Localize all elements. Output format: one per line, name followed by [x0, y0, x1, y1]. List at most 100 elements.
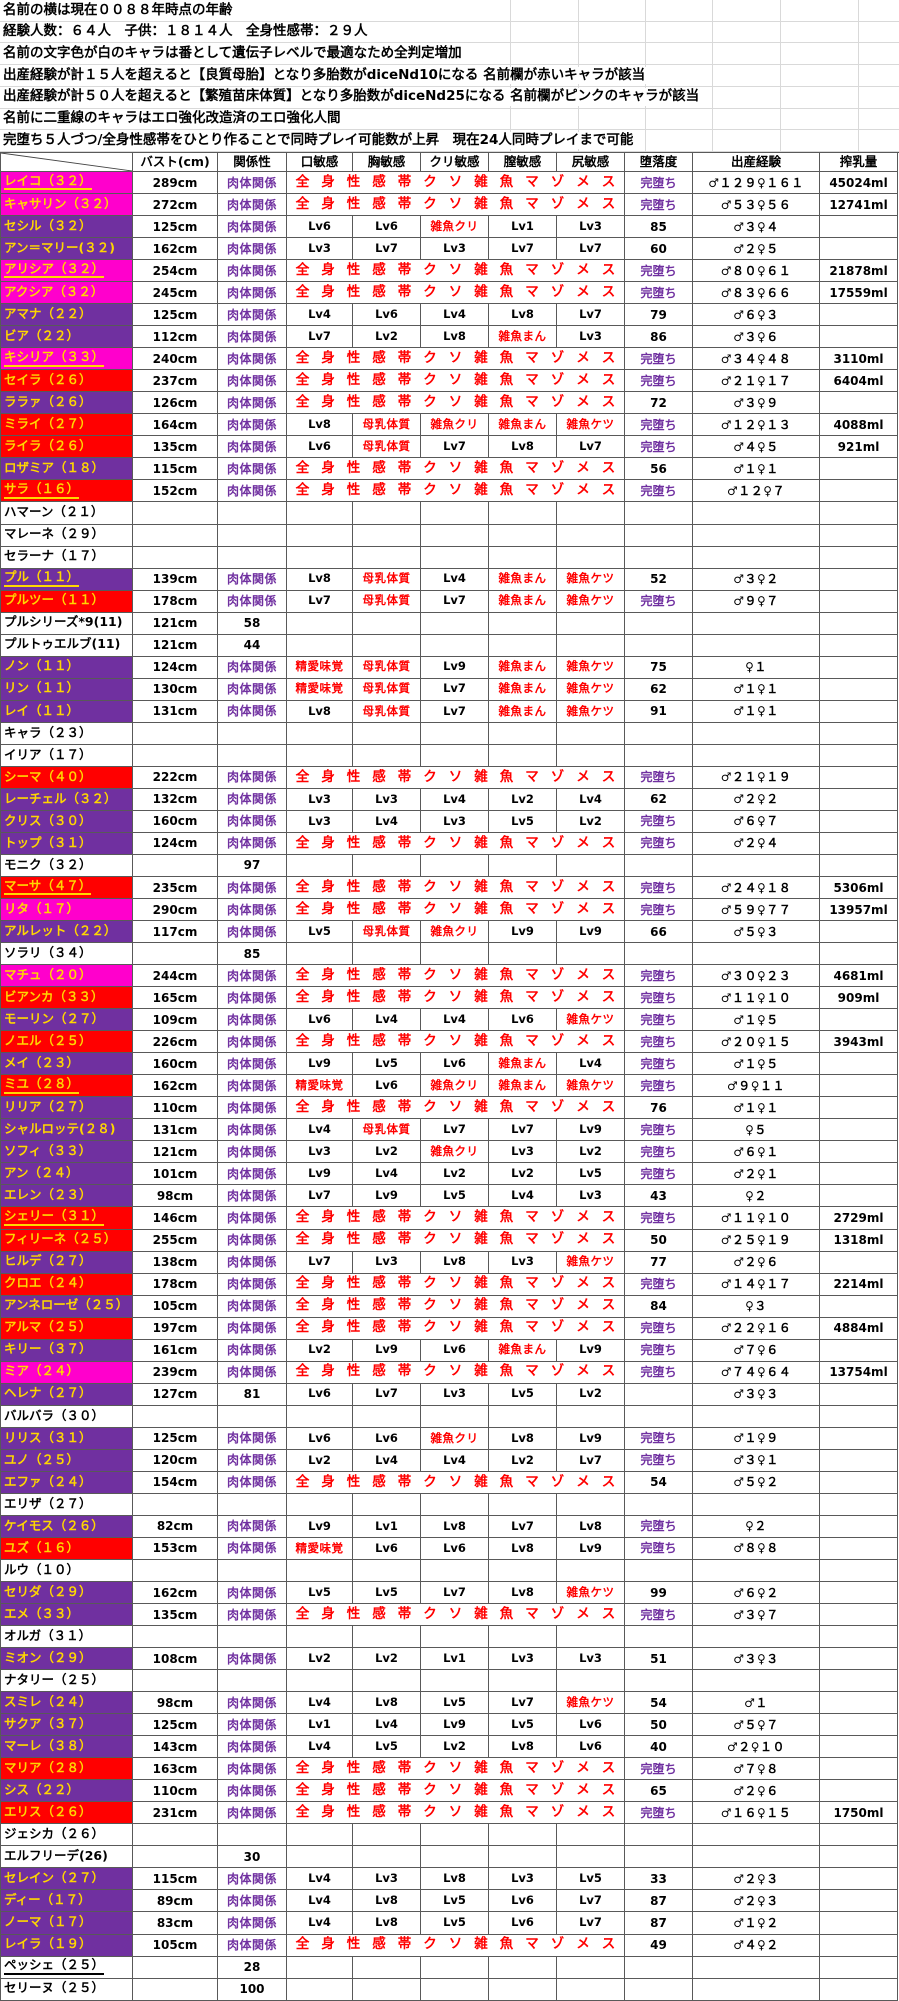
name-cell[interactable]: リリス（３１）: [1, 1427, 133, 1450]
relation-cell[interactable]: 肉体関係: [218, 1075, 287, 1098]
milk-cell[interactable]: 4681ml: [820, 965, 898, 988]
fall-cell[interactable]: [625, 612, 693, 635]
milk-cell[interactable]: [820, 1956, 898, 1979]
sens-mouth-cell[interactable]: Lv7: [287, 326, 353, 349]
sens-spread-cell[interactable]: 全身性感帯クソ雑魚マゾメス: [287, 392, 625, 415]
sens-mouth-cell[interactable]: Lv6: [287, 216, 353, 239]
name-cell[interactable]: プルシリーズ*9(11): [1, 612, 133, 635]
relation-cell[interactable]: 肉体関係: [218, 216, 287, 239]
sens-chest-cell[interactable]: 母乳体質: [353, 921, 421, 944]
sens-mouth-cell[interactable]: [287, 546, 353, 569]
relation-cell[interactable]: 肉体関係: [218, 1097, 287, 1120]
birth-cell[interactable]: ♂２♀１: [693, 1163, 820, 1186]
name-cell[interactable]: ビアンカ（３３）: [1, 987, 133, 1010]
sens-butt-cell[interactable]: 雑魚ケツ: [557, 678, 625, 701]
relation-cell[interactable]: 肉体関係: [218, 1009, 287, 1032]
sens-mouth-cell[interactable]: Lv9: [287, 1163, 353, 1186]
sens-clit-cell[interactable]: Lv6: [421, 1339, 489, 1362]
milk-cell[interactable]: [820, 392, 898, 415]
relation-cell[interactable]: 肉体関係: [218, 172, 287, 195]
sens-chest-cell[interactable]: Lv4: [353, 1714, 421, 1737]
name-cell[interactable]: シャルロッテ(２８): [1, 1119, 133, 1142]
sens-spread-cell[interactable]: 全身性感帯クソ雑魚マゾメス: [287, 1934, 625, 1957]
sens-chest-cell[interactable]: [353, 1846, 421, 1869]
relation-cell[interactable]: [218, 546, 287, 569]
fall-cell[interactable]: [625, 524, 693, 547]
sens-mouth-cell[interactable]: Lv5: [287, 1582, 353, 1605]
bust-cell[interactable]: [133, 1978, 218, 2001]
fall-cell[interactable]: [625, 1493, 693, 1516]
sens-butt-cell[interactable]: [557, 1559, 625, 1582]
sens-clit-cell[interactable]: [421, 546, 489, 569]
bust-cell[interactable]: 121cm: [133, 634, 218, 657]
fall-cell[interactable]: 79: [625, 304, 693, 327]
relation-cell[interactable]: 肉体関係: [218, 1449, 287, 1472]
relation-cell[interactable]: 肉体関係: [218, 877, 287, 900]
birth-cell[interactable]: ♂８♀８: [693, 1537, 820, 1560]
sens-butt-cell[interactable]: [557, 1824, 625, 1847]
sens-chest-cell[interactable]: Lv5: [353, 1736, 421, 1759]
relation-cell[interactable]: 肉体関係: [218, 1207, 287, 1230]
sens-chest-cell[interactable]: [353, 722, 421, 745]
bust-cell[interactable]: 110cm: [133, 1097, 218, 1120]
birth-cell[interactable]: ♂２♀２: [693, 788, 820, 811]
sens-mouth-cell[interactable]: Lv4: [287, 1912, 353, 1935]
sens-clit-cell[interactable]: Lv8: [421, 326, 489, 349]
fall-cell[interactable]: 完堕ち: [625, 899, 693, 922]
milk-cell[interactable]: 3110ml: [820, 348, 898, 371]
sens-clit-cell[interactable]: Lv8: [421, 1868, 489, 1891]
sens-chest-cell[interactable]: Lv3: [353, 1868, 421, 1891]
birth-cell[interactable]: ♂１♀１: [693, 678, 820, 701]
name-cell[interactable]: シェリー（３１）: [1, 1207, 133, 1230]
bust-cell[interactable]: 244cm: [133, 965, 218, 988]
bust-cell[interactable]: 112cm: [133, 326, 218, 349]
sens-spread-cell[interactable]: 全身性感帯クソ雑魚マゾメス: [287, 260, 625, 283]
relation-cell[interactable]: 肉体関係: [218, 392, 287, 415]
sens-clit-cell[interactable]: [421, 943, 489, 966]
milk-cell[interactable]: [820, 1670, 898, 1693]
sens-chest-cell[interactable]: Lv4: [353, 1009, 421, 1032]
column-header-bust[interactable]: バスト(cm): [133, 153, 218, 172]
milk-cell[interactable]: 4884ml: [820, 1317, 898, 1340]
sens-vagina-cell[interactable]: 雑魚まん: [489, 1075, 557, 1098]
sens-mouth-cell[interactable]: Lv3: [287, 1141, 353, 1164]
relation-cell[interactable]: 28: [218, 1956, 287, 1979]
sens-butt-cell[interactable]: Lv7: [557, 1912, 625, 1935]
sens-clit-cell[interactable]: [421, 854, 489, 877]
sens-clit-cell[interactable]: Lv5: [421, 1890, 489, 1913]
birth-cell[interactable]: ♂８３♀６６: [693, 282, 820, 305]
milk-cell[interactable]: [820, 832, 898, 855]
birth-cell[interactable]: ♂３♀９: [693, 392, 820, 415]
sens-clit-cell[interactable]: 雑魚クリ: [421, 216, 489, 239]
name-cell[interactable]: プルトゥエルブ(11): [1, 634, 133, 657]
bust-cell[interactable]: 124cm: [133, 656, 218, 679]
name-cell[interactable]: マリア（２８）: [1, 1758, 133, 1781]
relation-cell[interactable]: [218, 1670, 287, 1693]
sens-vagina-cell[interactable]: Lv8: [489, 1582, 557, 1605]
relation-cell[interactable]: 肉体関係: [218, 700, 287, 723]
milk-cell[interactable]: [820, 1978, 898, 2001]
milk-cell[interactable]: [820, 921, 898, 944]
bust-cell[interactable]: 245cm: [133, 282, 218, 305]
fall-cell[interactable]: 完堕ち: [625, 414, 693, 437]
fall-cell[interactable]: 50: [625, 1714, 693, 1737]
sens-butt-cell[interactable]: [557, 943, 625, 966]
corner-cell[interactable]: [1, 153, 133, 172]
bust-cell[interactable]: 124cm: [133, 832, 218, 855]
milk-cell[interactable]: [820, 1912, 898, 1935]
relation-cell[interactable]: 100: [218, 1978, 287, 2001]
fall-cell[interactable]: 86: [625, 326, 693, 349]
bust-cell[interactable]: 254cm: [133, 260, 218, 283]
birth-cell[interactable]: ♂２♀６: [693, 1251, 820, 1274]
sens-chest-cell[interactable]: 母乳体質: [353, 656, 421, 679]
sens-mouth-cell[interactable]: [287, 744, 353, 767]
milk-cell[interactable]: [820, 1648, 898, 1671]
name-cell[interactable]: ララァ（２６）: [1, 392, 133, 415]
name-cell[interactable]: エリザ（２７）: [1, 1493, 133, 1516]
sens-mouth-cell[interactable]: Lv4: [287, 304, 353, 327]
sens-vagina-cell[interactable]: Lv8: [489, 1537, 557, 1560]
sens-vagina-cell[interactable]: [489, 854, 557, 877]
bust-cell[interactable]: [133, 1824, 218, 1847]
sens-chest-cell[interactable]: 母乳体質: [353, 1119, 421, 1142]
sens-chest-cell[interactable]: [353, 1559, 421, 1582]
